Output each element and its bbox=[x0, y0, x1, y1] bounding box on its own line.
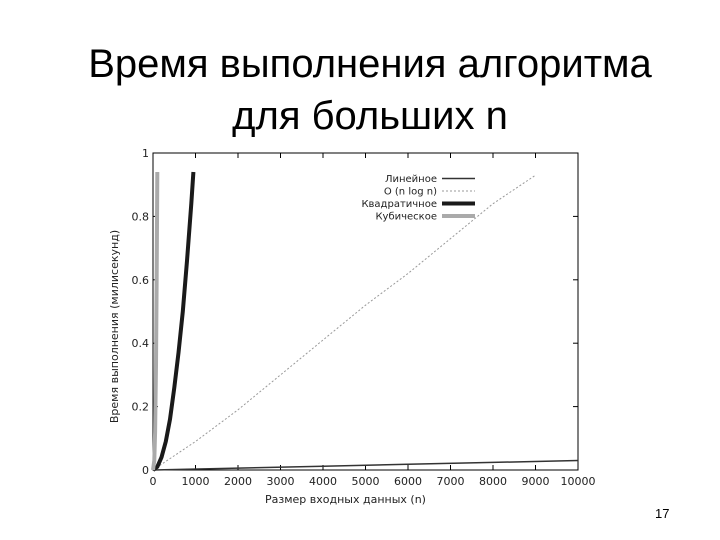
legend-label-4: Кубическое bbox=[375, 212, 437, 223]
x-tick-label: 9000 bbox=[522, 475, 550, 488]
x-tick-label: 3000 bbox=[267, 475, 295, 488]
x-tick-label: 1000 bbox=[182, 475, 210, 488]
slide-title-line-1: Время выполнения алгоритма bbox=[88, 42, 652, 86]
series-line-2 bbox=[152, 174, 536, 471]
y-tick-label: 0.2 bbox=[132, 401, 150, 414]
x-tick-label: 5000 bbox=[352, 475, 380, 488]
series-line-4 bbox=[151, 171, 160, 471]
legend-label-3: Квадратичное bbox=[361, 199, 437, 210]
x-tick-label: 6000 bbox=[394, 475, 422, 488]
x-tick-label: 4000 bbox=[309, 475, 337, 488]
legend-label-2: O (n log n) bbox=[384, 187, 437, 198]
page-number: 17 bbox=[655, 506, 670, 521]
legend-label-1: Линейное bbox=[385, 174, 437, 185]
series-line-1 bbox=[152, 459, 579, 471]
series-line-3 bbox=[151, 171, 196, 472]
x-tick-label: 2000 bbox=[224, 475, 252, 488]
y-tick-label: 0.6 bbox=[132, 274, 150, 287]
y-tick-label: 0.4 bbox=[132, 337, 150, 350]
x-axis-label: Размер входных данных (n) bbox=[265, 493, 426, 506]
y-tick-label: 0.8 bbox=[132, 210, 150, 223]
x-tick-label: 0 bbox=[150, 475, 157, 488]
slide-title: Время выполнения алгоритма для больших n bbox=[40, 38, 700, 142]
runtime-line-chart: 0 1000 2000 3000 4000 5000 6000 7000 8000 9000 100… bbox=[108, 147, 596, 506]
x-tick-label: 7000 bbox=[437, 475, 465, 488]
x-tick-label: 8000 bbox=[479, 475, 507, 488]
slide-title-line-2: для больших n bbox=[232, 94, 508, 138]
x-tick-label: 10000 bbox=[561, 475, 596, 488]
y-axis-label: Время выполнения (милисекунд) bbox=[108, 230, 121, 423]
y-tick-label: 0 bbox=[142, 464, 149, 477]
y-tick-label: 1 bbox=[142, 147, 149, 160]
